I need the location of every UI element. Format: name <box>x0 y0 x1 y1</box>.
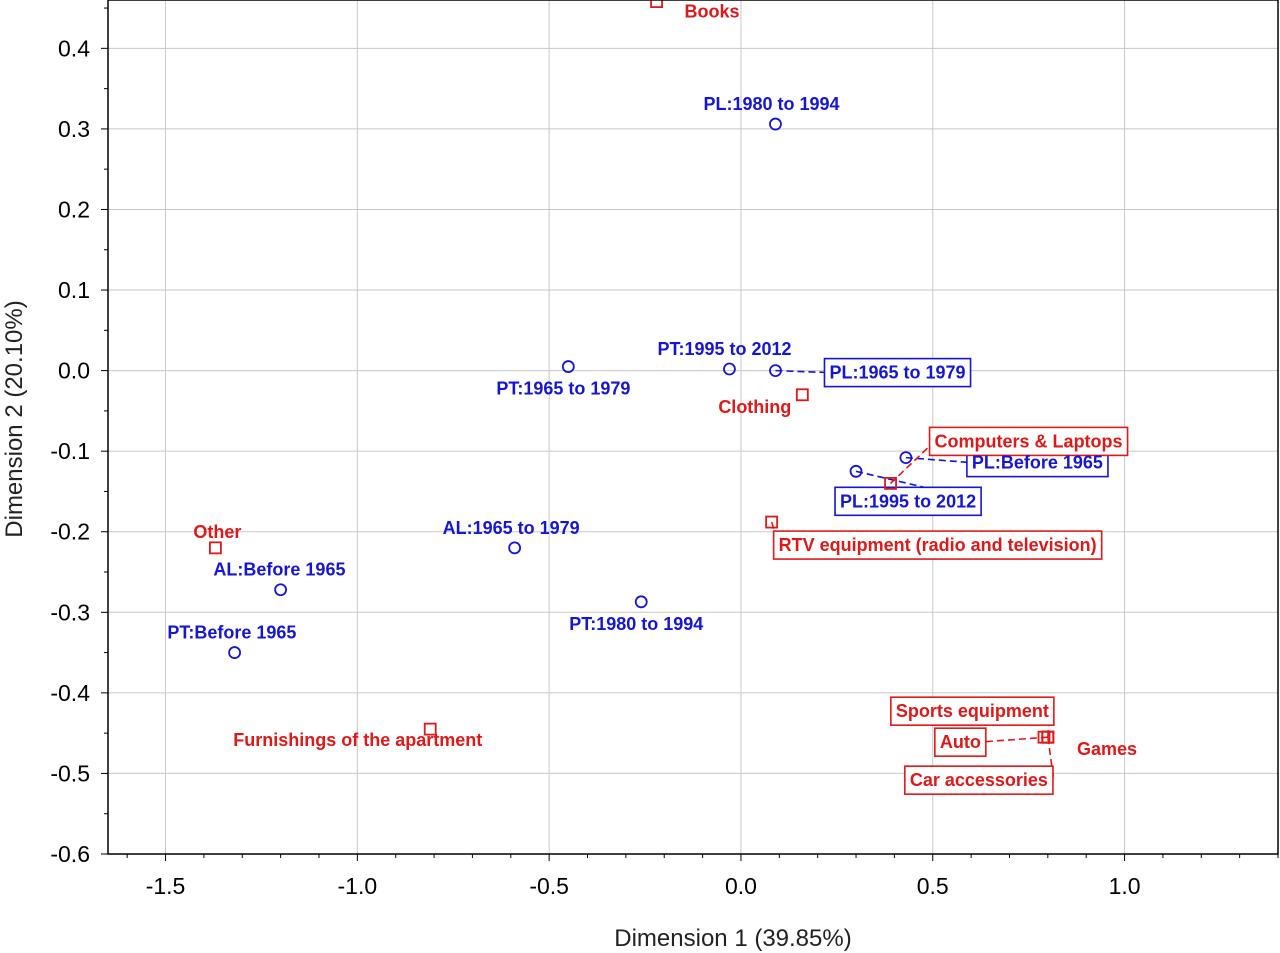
label-box <box>928 426 1129 457</box>
label-box <box>772 530 1103 560</box>
point-label: RTV equipment (radio and television) <box>779 535 1097 555</box>
point-label: PT:1980 to 1994 <box>569 614 703 634</box>
x-axis-title: Dimension 1 (39.85%) <box>614 925 851 952</box>
y-tick-label: -0.6 <box>50 841 90 867</box>
age-group-marker <box>849 464 863 478</box>
y-tick-label: -0.4 <box>50 680 90 706</box>
y-tick-label: 0.0 <box>58 358 90 384</box>
point-label: PT:1965 to 1979 <box>496 379 630 399</box>
x-tick-label: -1.0 <box>338 873 378 899</box>
point-label: AL:1965 to 1979 <box>443 518 580 538</box>
label-box <box>890 696 1055 726</box>
point-label: PL:1980 to 1994 <box>703 94 839 114</box>
y-tick-label: 0.3 <box>58 116 90 142</box>
age-group-marker <box>769 364 782 378</box>
category-marker <box>423 722 437 736</box>
point-label: Other <box>193 522 241 542</box>
x-tick-label: -1.5 <box>146 873 186 899</box>
point-label: PL:Before 1965 <box>972 453 1103 473</box>
age-group-marker <box>228 646 241 659</box>
label-boxes <box>772 357 1129 795</box>
point-label: PT:Before 1965 <box>167 623 296 643</box>
age-group-marker <box>899 451 913 465</box>
y-tick-label: 0.1 <box>58 277 90 303</box>
point-label: Clothing <box>718 397 791 417</box>
point-label: Books <box>685 2 740 22</box>
point-labels: PL:1980 to 1994 PT:1995 to 2012 PL:1965 to… <box>167 2 1137 791</box>
point-label: Games <box>1077 739 1137 759</box>
age-group-marker <box>274 583 288 597</box>
leader-line <box>890 440 936 484</box>
category-marker <box>1041 730 1055 744</box>
leader-line <box>978 736 1048 743</box>
y-tick-label: 0.4 <box>58 35 90 61</box>
plot-frame <box>107 0 1279 855</box>
x-tick-label: -0.5 <box>529 873 569 899</box>
leader-line <box>775 369 830 374</box>
label-box <box>823 357 972 388</box>
y-axis-title: Dimension 2 (20.10%) <box>1 300 28 537</box>
axis-ticks: -1.5 -1.0 -0.5 0.0 0.5 1.0 0.4 0.3 0.2 0.1 0.0 -0.1… <box>50 7 1279 899</box>
point-label: Sports equipment <box>896 701 1049 721</box>
label-box <box>934 727 987 757</box>
point-label: AL:Before 1965 <box>213 560 345 580</box>
age-group-marker <box>561 360 575 373</box>
label-box <box>904 765 1054 795</box>
category-marker <box>884 476 897 490</box>
point-label: Computers & Laptops <box>935 431 1123 451</box>
age-group-marker <box>769 117 782 131</box>
y-tick-label: -0.5 <box>50 760 90 786</box>
category-marker <box>765 515 779 529</box>
point-label: PL:1965 to 1979 <box>829 363 965 383</box>
label-box <box>834 486 982 517</box>
y-tick-label: -0.1 <box>50 438 90 464</box>
x-tick-label: 0.0 <box>725 873 757 899</box>
age-group-marker <box>723 362 736 376</box>
x-tick-label: 0.5 <box>917 873 949 899</box>
category-marker <box>650 0 663 9</box>
point-label: Car accessories <box>910 770 1048 790</box>
age-group-marker <box>634 595 648 609</box>
y-tick-label: 0.2 <box>58 196 90 222</box>
y-tick-label: -0.3 <box>50 599 90 625</box>
y-tick-label: -0.2 <box>50 519 90 545</box>
point-label: Furnishings of the apartment <box>233 730 482 750</box>
data-markers <box>209 0 1055 744</box>
point-label: Auto <box>940 732 981 752</box>
point-label: PL:1995 to 2012 <box>840 491 976 511</box>
age-group-marker <box>508 541 522 555</box>
point-label: PT:1995 to 2012 <box>657 339 791 359</box>
category-marker <box>209 541 222 555</box>
category-marker <box>795 388 809 402</box>
x-tick-label: 1.0 <box>1109 873 1141 899</box>
